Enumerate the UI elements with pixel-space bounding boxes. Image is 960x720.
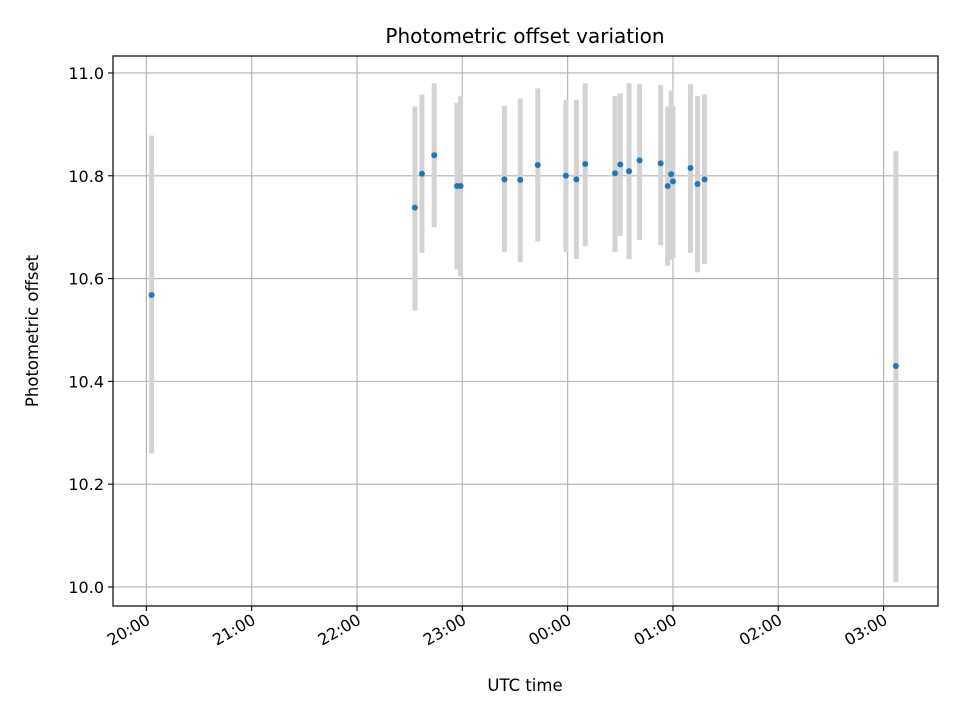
data-point: [582, 160, 589, 167]
y-tick-label: 11.0: [68, 64, 104, 83]
data-point: [562, 172, 569, 179]
plot-area: [113, 56, 938, 606]
y-tick-label: 10.2: [68, 475, 104, 494]
data-point: [411, 204, 418, 211]
data-point: [534, 161, 541, 168]
data-point: [573, 176, 580, 183]
y-tick-label: 10.4: [68, 372, 104, 391]
data-point: [418, 170, 425, 177]
data-point: [626, 168, 633, 175]
data-point: [892, 362, 899, 369]
data-point: [668, 171, 675, 178]
x-axis-label: UTC time: [487, 676, 562, 695]
data-point: [431, 152, 438, 159]
data-point: [148, 292, 155, 299]
data-point: [617, 161, 624, 168]
data-point: [694, 180, 701, 187]
y-axis-label: Photometric offset: [23, 254, 42, 407]
data-point: [701, 176, 708, 183]
data-point: [501, 176, 508, 183]
y-tick-label: 10.0: [68, 578, 104, 597]
data-point: [664, 183, 671, 190]
grid: [113, 56, 938, 606]
data-point: [636, 157, 643, 164]
y-tick-label: 10.8: [68, 167, 104, 186]
data-point: [687, 165, 694, 172]
plot-frame: [112, 55, 939, 607]
chart-title: Photometric offset variation: [385, 24, 664, 48]
data-point: [457, 183, 464, 190]
data-points: [148, 152, 899, 369]
data-point: [657, 160, 664, 167]
data-point: [517, 176, 524, 183]
data-point: [669, 178, 676, 185]
y-axis-ticks: 10.0 10.2 10.4 10.6 10.8 11.0: [68, 64, 113, 597]
y-tick-label: 10.6: [68, 270, 104, 289]
data-point: [612, 170, 619, 177]
